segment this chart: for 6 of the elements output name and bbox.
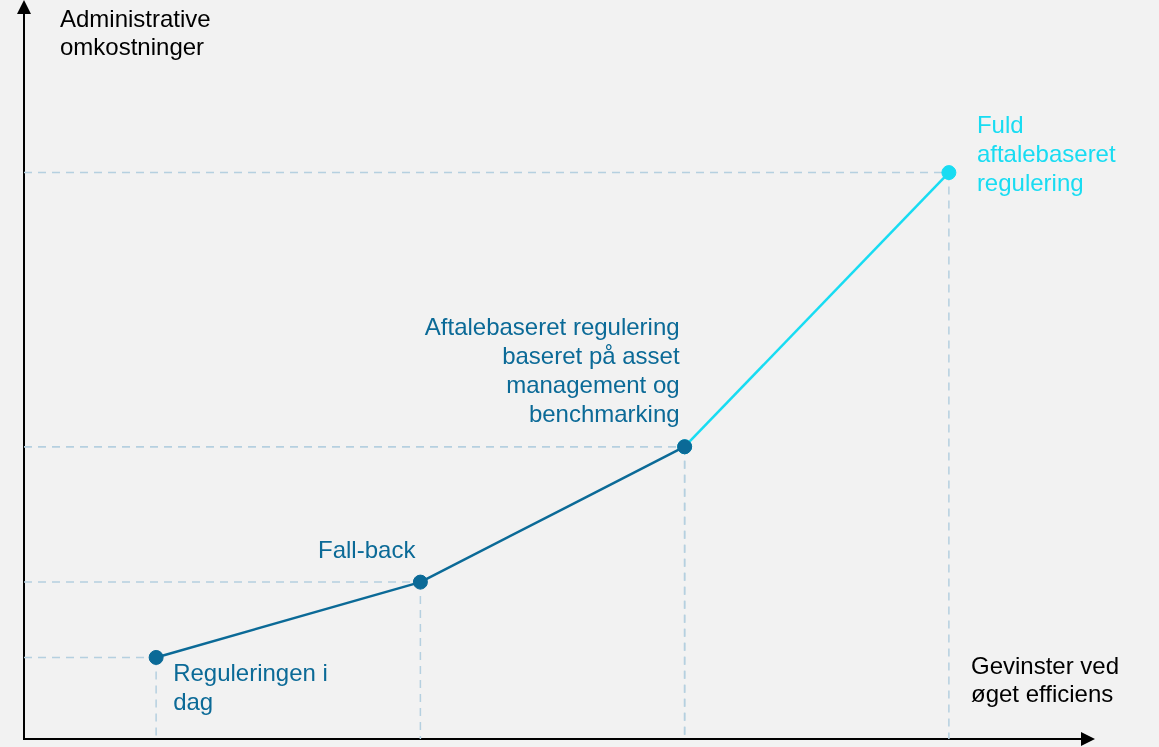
annotation: Fall-back <box>318 535 417 563</box>
y-axis-title: Administrative omkostninger <box>60 4 211 60</box>
annotation: Aftalebaseret regulering baseret på asset management og benchmarking <box>424 313 680 428</box>
annotation: Fuld aftalebaseret regulering <box>976 111 1116 197</box>
x-axis-title: Gevinster ved øget efficiens <box>971 651 1120 707</box>
annotation: Reguleringen i dag <box>173 659 328 716</box>
